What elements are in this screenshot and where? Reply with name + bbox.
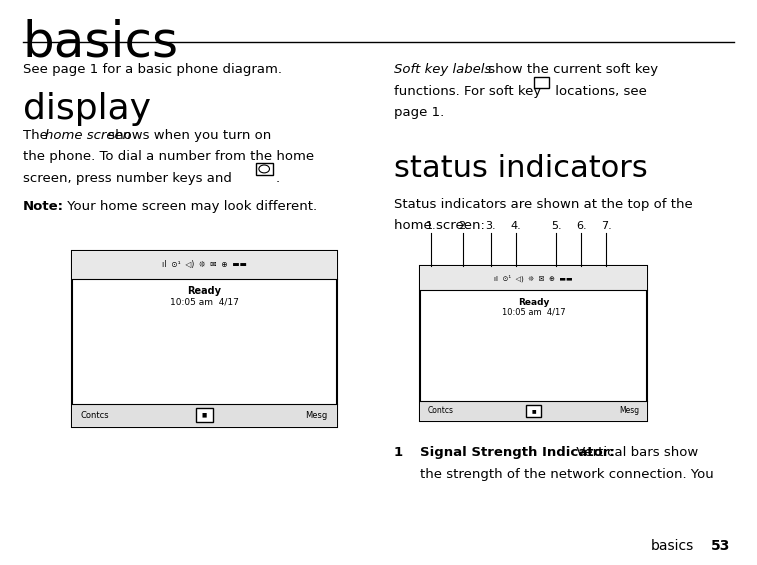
Text: 10:05 am  4/17: 10:05 am 4/17 [502, 308, 565, 317]
Text: Ready: Ready [518, 298, 550, 307]
Text: 1.: 1. [426, 220, 437, 231]
Text: 4.: 4. [510, 220, 521, 231]
Text: Mesg: Mesg [619, 406, 640, 415]
Bar [534, 77, 549, 88]
Bar [420, 266, 647, 290]
Text: the strength of the network connection. You: the strength of the network connection. … [420, 468, 714, 481]
Text: 53: 53 [711, 538, 731, 553]
Bar [72, 251, 337, 427]
Text: 2.: 2. [458, 220, 469, 231]
Text: Contcs: Contcs [81, 411, 110, 420]
Text: Vertical bars show: Vertical bars show [572, 446, 698, 459]
Text: ıl  ⊙¹  ◁)  ❊  ✉  ⊕  ▬▬: ıl ⊙¹ ◁) ❊ ✉ ⊕ ▬▬ [494, 274, 573, 282]
Text: basics: basics [651, 538, 694, 553]
Text: Ready: Ready [188, 286, 221, 297]
Text: home screen: home screen [45, 129, 132, 142]
Text: 3.: 3. [485, 220, 496, 231]
Text: Contcs: Contcs [428, 406, 453, 415]
Text: status indicators: status indicators [394, 154, 647, 182]
Text: 5.: 5. [551, 220, 562, 231]
Bar [526, 405, 541, 417]
Text: Note:: Note: [23, 199, 64, 212]
Text: basics: basics [23, 18, 179, 66]
Text: Status indicators are shown at the top of the: Status indicators are shown at the top o… [394, 198, 693, 211]
Text: shows when you turn on: shows when you turn on [104, 129, 271, 142]
Text: 1: 1 [394, 446, 403, 459]
Bar [256, 163, 273, 175]
Text: 10:05 am  4/17: 10:05 am 4/17 [170, 298, 238, 307]
Text: the phone. To dial a number from the home: the phone. To dial a number from the hom… [23, 150, 314, 163]
Text: Signal Strength Indicator:: Signal Strength Indicator: [420, 446, 615, 459]
Text: home screen:: home screen: [394, 219, 484, 232]
Text: 7.: 7. [601, 220, 612, 231]
Text: ■: ■ [202, 413, 207, 418]
Bar [72, 404, 337, 427]
Text: Mesg: Mesg [306, 411, 328, 420]
Bar [420, 401, 647, 421]
Text: ıl  ⊙¹  ◁)  ❊  ✉  ⊕  ▬▬: ıl ⊙¹ ◁) ❊ ✉ ⊕ ▬▬ [162, 260, 247, 270]
Text: ■: ■ [531, 408, 536, 413]
Text: Your home screen may look different.: Your home screen may look different. [63, 199, 317, 212]
Bar [72, 251, 337, 279]
Text: show the current soft key: show the current soft key [484, 63, 659, 76]
Bar [420, 266, 647, 421]
Text: display: display [23, 92, 151, 125]
Text: page 1.: page 1. [394, 106, 444, 119]
Bar [196, 408, 213, 422]
Text: See page 1 for a basic phone diagram.: See page 1 for a basic phone diagram. [23, 63, 282, 76]
Text: screen, press number keys and: screen, press number keys and [23, 172, 232, 185]
Text: functions. For soft key: functions. For soft key [394, 85, 541, 98]
Text: Soft key labels: Soft key labels [394, 63, 491, 76]
Text: 6.: 6. [576, 220, 587, 231]
Text: The: The [23, 129, 51, 142]
Text: locations, see: locations, see [551, 85, 647, 98]
Text: .: . [276, 172, 279, 185]
